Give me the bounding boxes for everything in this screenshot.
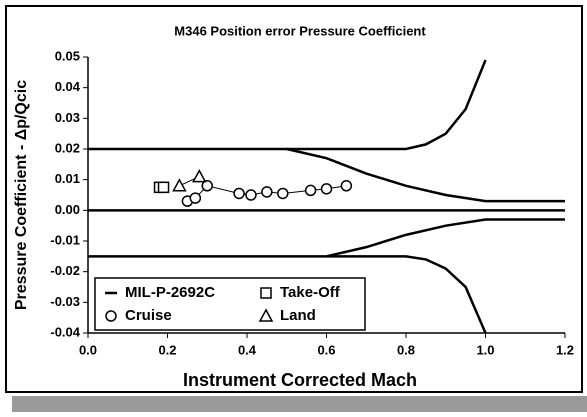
x-tick-label: 0.0	[79, 342, 97, 357]
circle-marker	[277, 187, 289, 200]
triangle-marker	[172, 178, 187, 192]
y-tick-label: -0.04	[50, 324, 80, 339]
chart-title: M346 Position error Pressure Coefficient	[174, 23, 426, 38]
legend-box	[94, 277, 366, 331]
legend-label: MIL-P-2692C	[125, 284, 215, 301]
circle-marker	[189, 192, 202, 204]
series-line	[286, 147, 565, 203]
triangle-marker	[192, 169, 207, 183]
y-axis-label: Pressure Coefficient - Δp/Qcic	[13, 80, 30, 310]
frame	[5, 5, 583, 393]
y-tick-label: 0.03	[55, 110, 80, 125]
x-tick-label: 1.0	[476, 342, 494, 357]
x-tick-label: 0.2	[158, 342, 176, 357]
series-line	[187, 185, 347, 202]
circle-marker	[245, 189, 257, 201]
x-axis-label: Instrument Corrected Mach	[183, 370, 417, 390]
circle-marker	[233, 187, 245, 200]
x-tick-label: 1.2	[556, 342, 574, 357]
legend-label: Take-Off	[280, 284, 341, 301]
series-line	[88, 59, 487, 151]
circle-marker	[201, 180, 213, 192]
x-tick-label: 0.8	[397, 342, 415, 357]
circle-marker	[105, 310, 117, 322]
triangle-marker	[258, 308, 274, 322]
square-marker	[260, 287, 272, 299]
circle-marker	[304, 184, 317, 197]
y-tick-label: 0.04	[55, 79, 81, 94]
circle-marker	[261, 186, 273, 198]
y-tick-label: 0.05	[55, 48, 80, 63]
x-tick-label: 0.4	[238, 342, 257, 357]
y-tick-label: -0.02	[50, 263, 80, 278]
x-tick-label: 0.6	[317, 342, 335, 357]
shadow	[12, 396, 587, 412]
legend-label: Cruise	[125, 307, 172, 324]
y-tick-label: -0.03	[50, 294, 80, 309]
y-tick-label: 0.02	[55, 140, 80, 155]
circle-marker	[320, 183, 333, 195]
y-tick-label: 0.00	[55, 202, 80, 217]
series-line	[88, 255, 487, 334]
series-line	[326, 218, 565, 258]
square-marker	[157, 181, 170, 194]
legend-label: Land	[280, 307, 316, 324]
y-tick-label: 0.01	[55, 171, 80, 186]
y-tick-label: -0.01	[50, 232, 80, 247]
circle-marker	[340, 180, 353, 192]
